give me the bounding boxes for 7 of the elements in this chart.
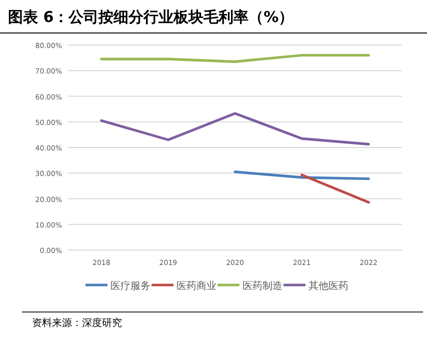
line-series <box>100 112 370 146</box>
chart-title: 图表 6：公司按细分行业板块毛利率（%） <box>8 8 294 26</box>
legend-label: 医疗服务 <box>110 280 150 292</box>
legend-label: 医药制造 <box>242 280 282 292</box>
legend-label: 其他医药 <box>308 280 348 292</box>
text: 资料来源：深度研究 <box>32 317 122 329</box>
legend-label: 医药商业 <box>176 280 216 292</box>
